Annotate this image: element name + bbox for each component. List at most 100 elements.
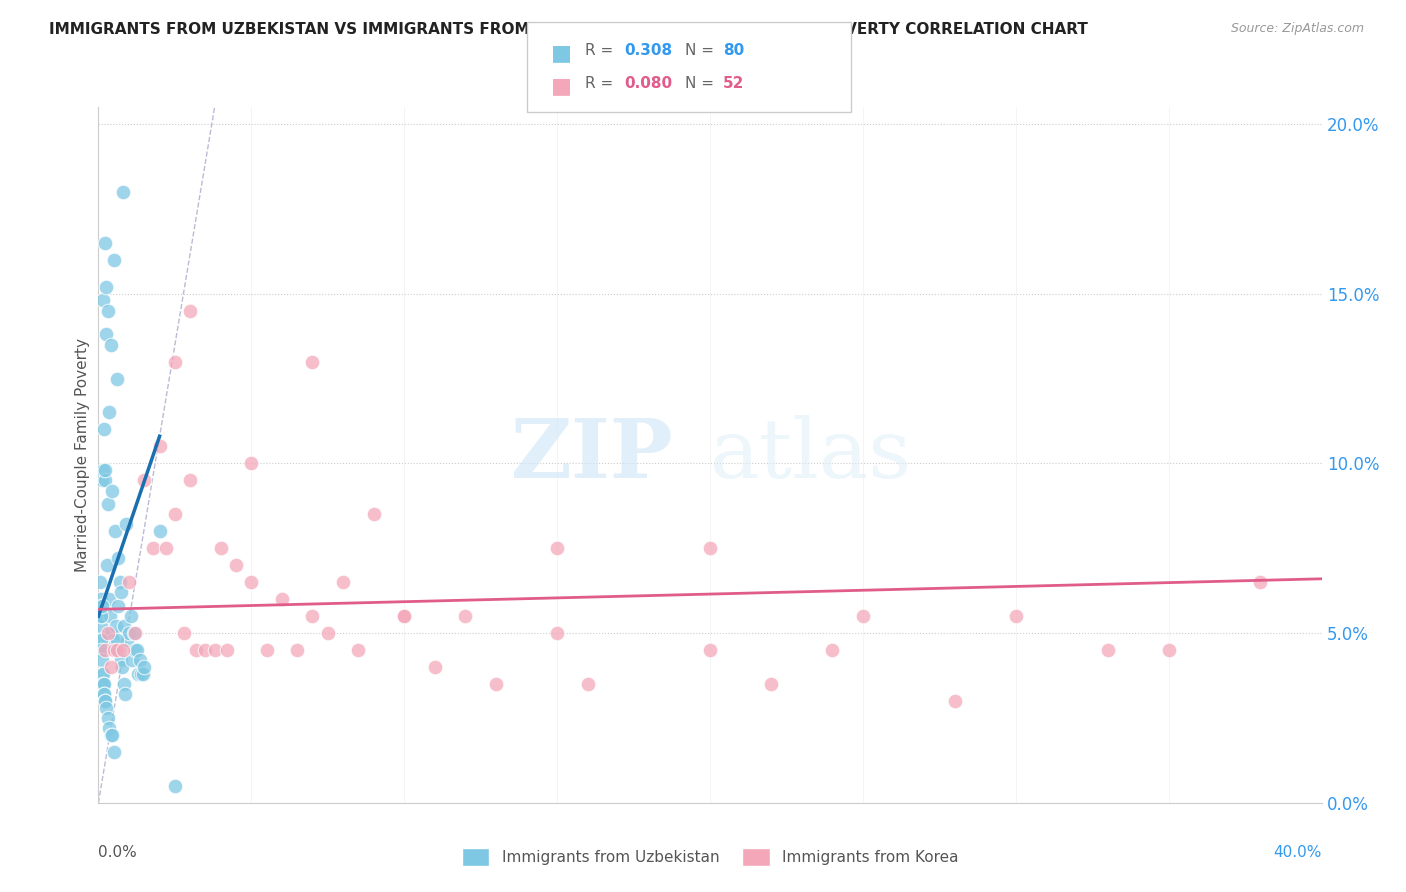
Point — [118, 575, 141, 590]
Text: 0.308: 0.308 — [624, 43, 672, 58]
Point — [90, 619, 112, 633]
Text: 52: 52 — [723, 76, 744, 91]
Point — [105, 632, 128, 647]
Point — [112, 619, 135, 633]
Point — [285, 643, 308, 657]
Point — [546, 541, 568, 556]
Point — [97, 592, 120, 607]
Point — [225, 558, 247, 573]
Point — [163, 508, 186, 522]
Text: 0.080: 0.080 — [624, 76, 672, 91]
Legend: Immigrants from Uzbekistan, Immigrants from Korea: Immigrants from Uzbekistan, Immigrants f… — [456, 841, 965, 872]
Point — [94, 280, 117, 294]
Text: N =: N = — [685, 43, 714, 58]
Point — [852, 609, 875, 624]
Point — [93, 643, 115, 657]
Point — [97, 303, 120, 318]
Point — [98, 405, 121, 419]
Point — [110, 653, 132, 667]
Point — [149, 524, 172, 539]
Point — [173, 626, 195, 640]
Text: 0.0%: 0.0% — [98, 845, 138, 860]
Point — [122, 626, 145, 640]
Point — [97, 711, 120, 725]
Point — [132, 666, 155, 681]
Text: IMMIGRANTS FROM UZBEKISTAN VS IMMIGRANTS FROM KOREA MARRIED-COUPLE FAMILY POVERT: IMMIGRANTS FROM UZBEKISTAN VS IMMIGRANTS… — [49, 22, 1088, 37]
Point — [209, 541, 232, 556]
Point — [301, 609, 323, 624]
Point — [91, 293, 114, 308]
Point — [256, 643, 278, 657]
Point — [1004, 609, 1026, 624]
Point — [101, 728, 124, 742]
Point — [97, 497, 120, 511]
Point — [90, 653, 112, 667]
Point — [105, 371, 128, 385]
Point — [423, 660, 446, 674]
Point — [127, 666, 149, 681]
Point — [1097, 643, 1119, 657]
Point — [93, 474, 115, 488]
Point — [363, 508, 385, 522]
Text: ZIP: ZIP — [510, 415, 673, 495]
Text: R =: R = — [585, 43, 613, 58]
Point — [93, 677, 115, 691]
Point — [110, 585, 132, 599]
Point — [107, 599, 129, 613]
Point — [821, 643, 844, 657]
Point — [163, 779, 186, 793]
Point — [103, 640, 125, 654]
Point — [93, 422, 115, 436]
Point — [332, 575, 354, 590]
Point — [91, 609, 114, 624]
Point — [101, 483, 124, 498]
Point — [301, 354, 323, 368]
Point — [111, 185, 134, 199]
Point — [108, 643, 131, 657]
Point — [124, 626, 146, 640]
Point — [89, 575, 111, 590]
Point — [112, 677, 135, 691]
Point — [129, 666, 152, 681]
Point — [392, 609, 416, 624]
Point — [91, 463, 114, 477]
Point — [104, 524, 127, 539]
Point — [103, 643, 125, 657]
Point — [125, 643, 148, 657]
Point — [111, 660, 134, 674]
Text: Source: ZipAtlas.com: Source: ZipAtlas.com — [1230, 22, 1364, 36]
Point — [121, 653, 143, 667]
Point — [105, 643, 128, 657]
Point — [108, 575, 131, 590]
Point — [93, 687, 115, 701]
Text: ■: ■ — [551, 76, 572, 95]
Point — [115, 517, 138, 532]
Point — [179, 303, 201, 318]
Point — [179, 474, 201, 488]
Point — [134, 660, 156, 674]
Point — [1157, 643, 1180, 657]
Point — [91, 677, 114, 691]
Point — [347, 643, 370, 657]
Point — [149, 439, 172, 453]
Text: 80: 80 — [723, 43, 744, 58]
Point — [90, 643, 112, 657]
Point — [105, 619, 128, 633]
Point — [91, 599, 114, 613]
Point — [114, 687, 136, 701]
Point — [93, 235, 115, 250]
Point — [124, 643, 146, 657]
Point — [1250, 575, 1272, 590]
Point — [134, 474, 156, 488]
Point — [91, 474, 114, 488]
Point — [100, 626, 122, 640]
Point — [316, 626, 339, 640]
Point — [89, 609, 111, 624]
Point — [90, 599, 112, 613]
Point — [546, 626, 568, 640]
Point — [215, 643, 238, 657]
Point — [97, 626, 120, 640]
Text: 40.0%: 40.0% — [1274, 845, 1322, 860]
Point — [761, 677, 783, 691]
Point — [120, 609, 142, 624]
